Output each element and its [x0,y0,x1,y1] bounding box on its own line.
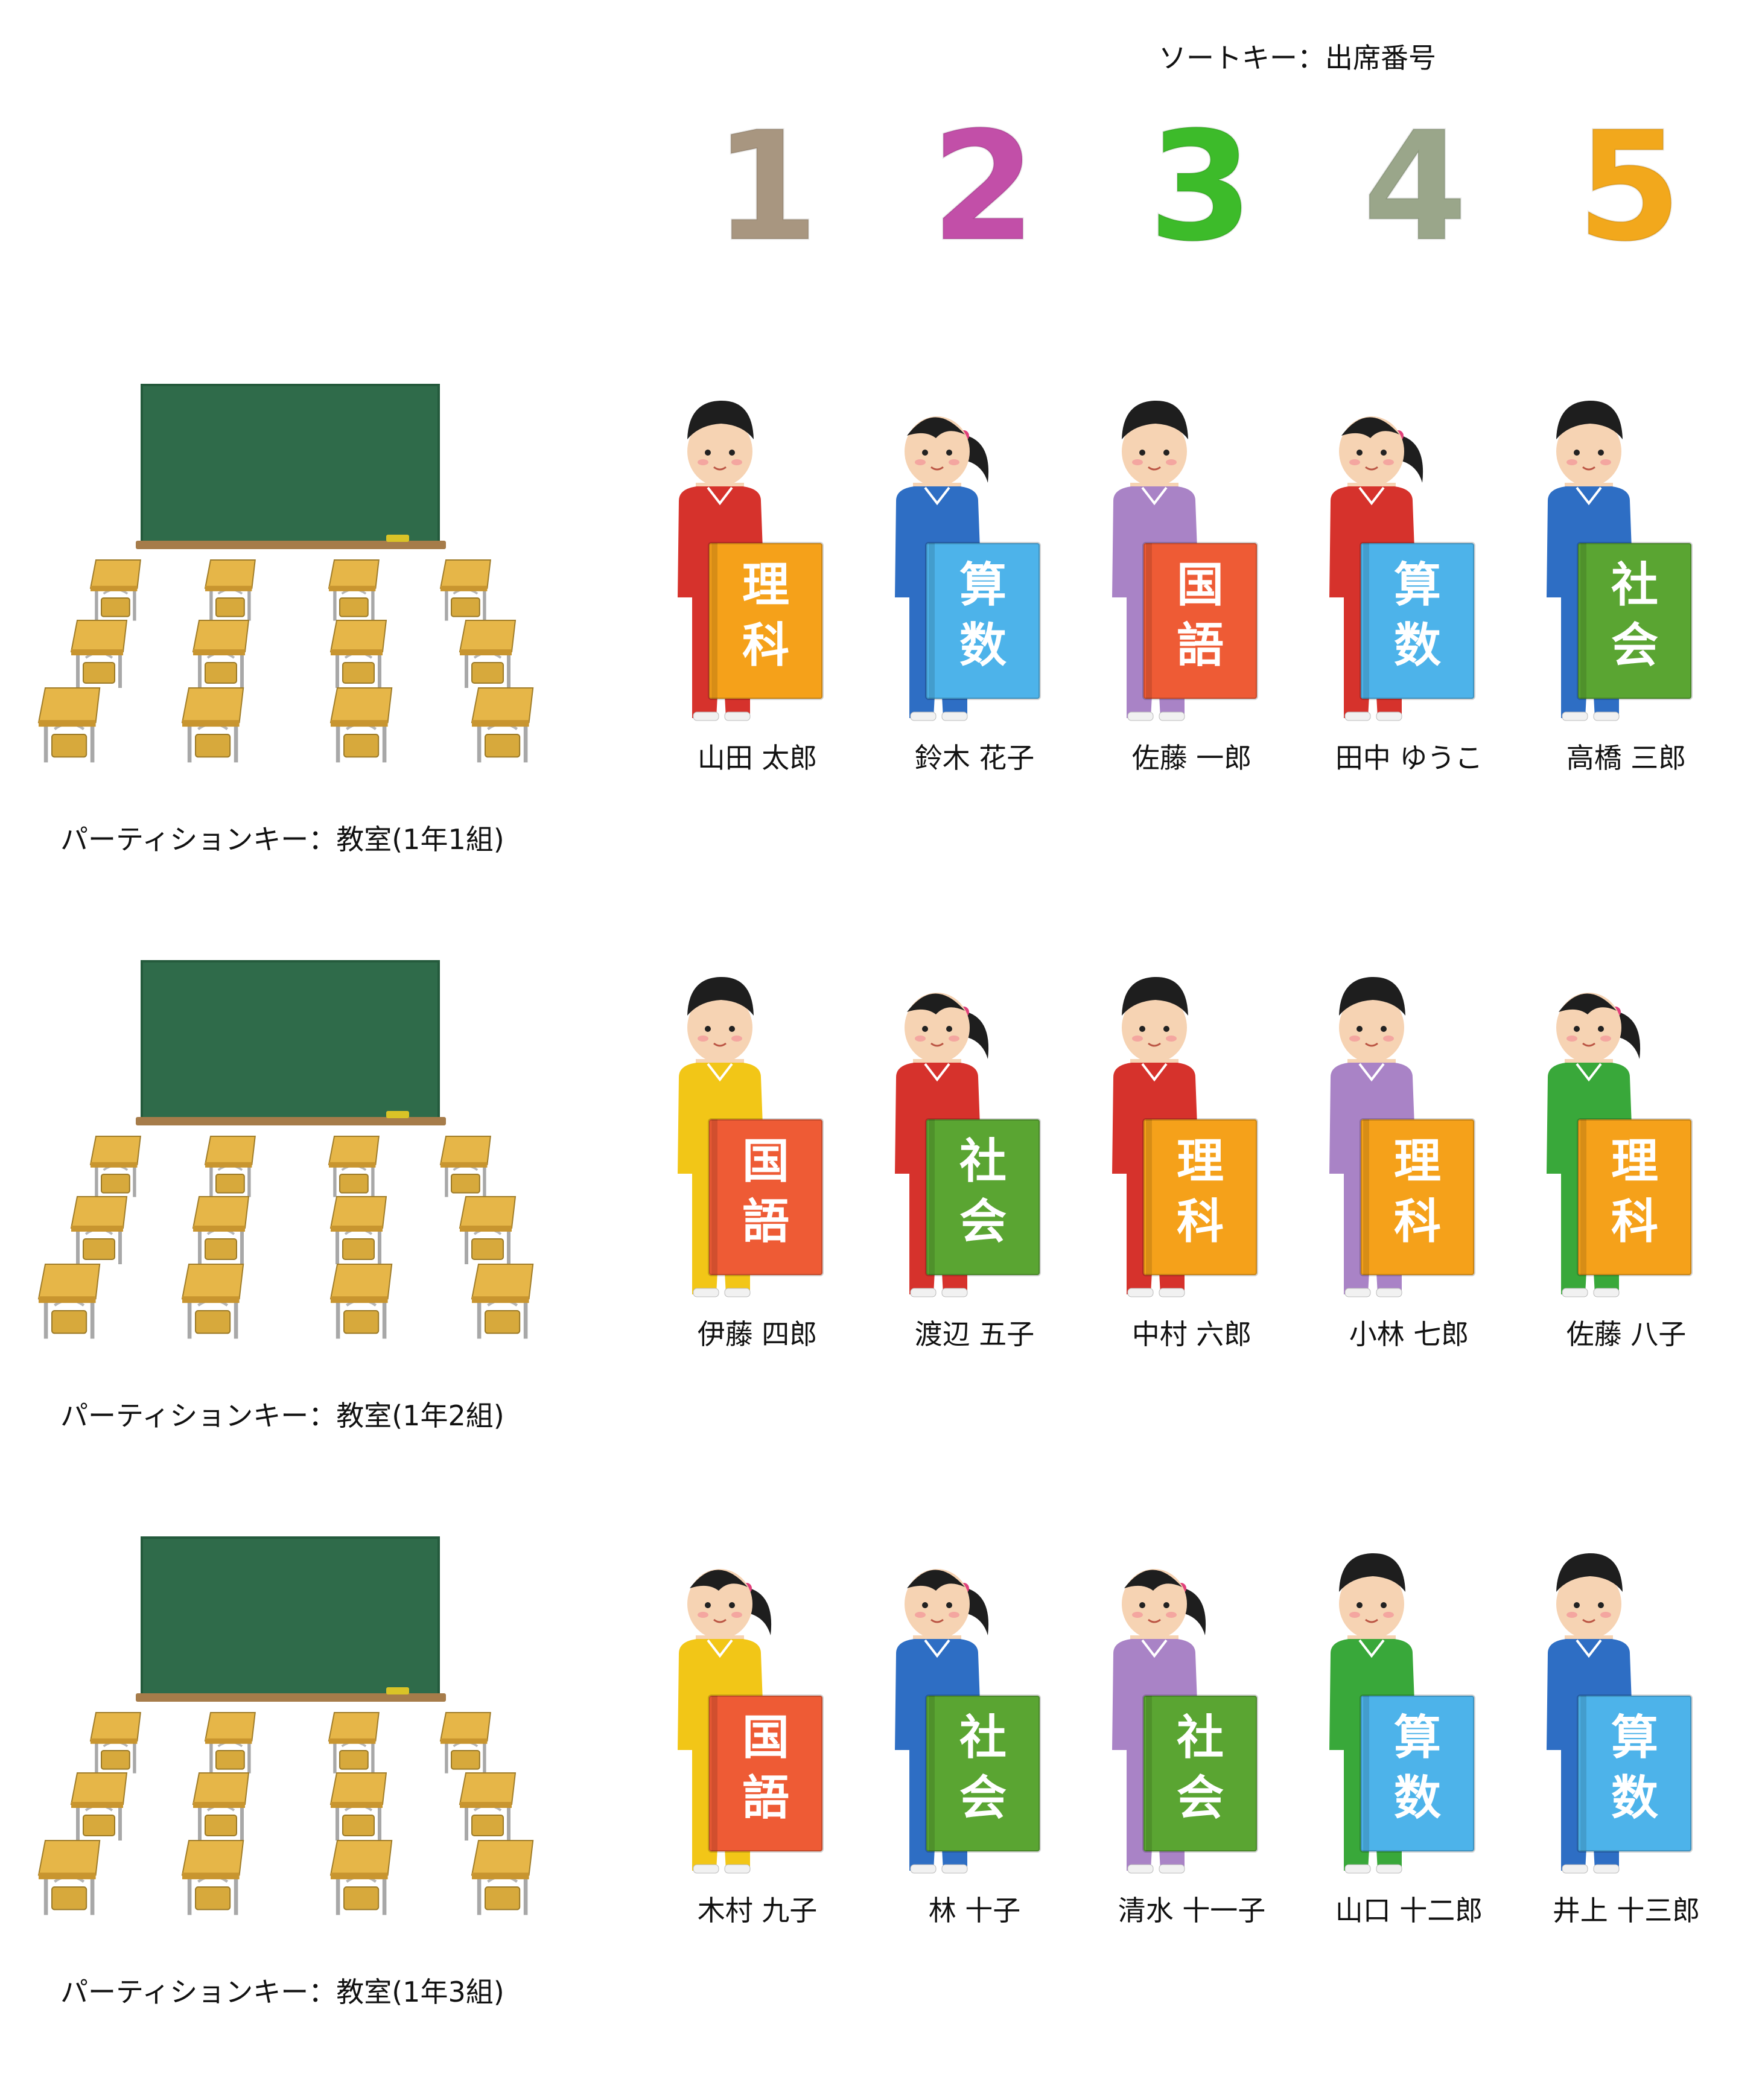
student-card: 社会清水 十一子 [1089,1545,1294,1931]
book-title-char: 数 [1393,619,1441,673]
student-card: 理科佐藤 八子 [1524,969,1729,1355]
student-figure [872,1545,1077,1883]
book-title-char: 語 [742,1771,789,1825]
book-title-char: 国 [742,1711,789,1765]
student-name: 林 十子 [928,1894,1021,1927]
student-figure [655,1545,860,1883]
student-card: 算数山口 十二郎 [1306,1545,1512,1931]
student-figure [1089,392,1294,730]
book-title-char: 会 [1611,619,1658,673]
student-figure [872,392,1077,730]
student-card: 社会渡辺 五子 [872,969,1077,1355]
sort-key-label: ソートキー：出席番号 [1159,42,1436,74]
book-title-char: 理 [1393,1134,1441,1189]
student-name: 高橋 三郎 [1566,742,1687,774]
book-title-char: 社 [959,1711,1007,1765]
book-title-char: 語 [1176,619,1224,673]
partition-key-label: パーティションキー：教室(1年3組) [60,1976,504,2008]
student-name: 清水 十一子 [1118,1894,1266,1927]
student-card: 国語佐藤 一郎 [1089,392,1294,778]
book-title-char: 数 [1393,1771,1441,1825]
student-name: 井上 十三郎 [1552,1894,1700,1927]
partition-section: パーティションキー：教室(1年1組) 理科山田 太郎 算数鈴木 花子 [0,368,1762,947]
student-name: 伊藤 四郎 [697,1318,818,1351]
partition-section: パーティションキー：教室(1年3組) 国語木村 九子 社会林 十子 [0,1521,1762,2100]
student-card: 算数井上 十三郎 [1524,1545,1729,1931]
student-name: 鈴木 花子 [914,742,1035,774]
partition-section: パーティションキー：教室(1年2組) 国語伊藤 四郎 社会渡辺 五子 [0,944,1762,1524]
book-title-char: 社 [1176,1711,1224,1765]
classroom-illustration [24,944,567,1367]
student-name: 佐藤 一郎 [1131,742,1252,774]
attendance-number-1: 1 [713,99,820,275]
book-title-char: 算 [1393,558,1441,612]
student-card: 社会高橋 三郎 [1524,392,1729,778]
book-title-char: 算 [1611,1711,1658,1765]
book-title-char: 理 [742,558,789,612]
student-card: 国語伊藤 四郎 [655,969,860,1355]
attendance-number-2: 2 [930,99,1037,275]
student-name: 木村 九子 [697,1894,818,1927]
student-name: 山口 十二郎 [1335,1894,1483,1927]
student-card: 算数田中 ゆうこ [1306,392,1512,778]
student-card: 理科中村 六郎 [1089,969,1294,1355]
student-card: 理科小林 七郎 [1306,969,1512,1355]
book-title-char: 科 [1176,1195,1224,1249]
student-figure [1524,1545,1729,1883]
student-name: 中村 六郎 [1131,1318,1252,1351]
book-title-char: 科 [1393,1195,1441,1249]
book-title-char: 数 [1611,1771,1658,1825]
student-figure [872,969,1077,1306]
book-title-char: 数 [959,619,1007,673]
attendance-number-4: 4 [1362,99,1469,275]
partition-key-label: パーティションキー：教室(1年2組) [60,1399,504,1432]
book-title-char: 語 [742,1195,789,1249]
student-card: 理科山田 太郎 [655,392,860,778]
student-card: 国語木村 九子 [655,1545,860,1931]
student-name: 田中 ゆうこ [1335,742,1483,774]
book-title-char: 科 [1611,1195,1658,1249]
book-title-char: 国 [742,1134,789,1189]
attendance-number-5: 5 [1576,99,1683,275]
student-name: 佐藤 八子 [1566,1318,1687,1351]
student-name: 小林 七郎 [1349,1318,1469,1351]
student-figure [1306,1545,1512,1883]
student-figure [1306,969,1512,1306]
student-figure [655,969,860,1306]
book-title-char: 社 [1611,558,1658,612]
partition-key-label: パーティションキー：教室(1年1組) [60,823,504,856]
classroom-illustration [24,368,567,791]
book-title-char: 理 [1176,1134,1224,1189]
student-card: 算数鈴木 花子 [872,392,1077,778]
book-title-char: 科 [742,619,789,673]
book-title-char: 会 [959,1195,1007,1249]
book-title-char: 会 [959,1771,1007,1825]
student-name: 渡辺 五子 [914,1318,1035,1351]
classroom-illustration [24,1521,567,1943]
student-figure [1089,969,1294,1306]
book-title-char: 算 [1393,1711,1441,1765]
book-title-char: 算 [959,558,1007,612]
book-title-char: 会 [1176,1771,1224,1825]
student-card: 社会林 十子 [872,1545,1077,1931]
book-title-char: 国 [1176,558,1224,612]
attendance-number-3: 3 [1148,99,1255,275]
student-figure [1089,1545,1294,1883]
book-title-char: 社 [959,1134,1007,1189]
student-name: 山田 太郎 [697,742,818,774]
book-title-char: 理 [1611,1134,1658,1189]
student-figure [1306,392,1512,730]
student-figure [1524,969,1729,1306]
student-figure [1524,392,1729,730]
student-figure [655,392,860,730]
